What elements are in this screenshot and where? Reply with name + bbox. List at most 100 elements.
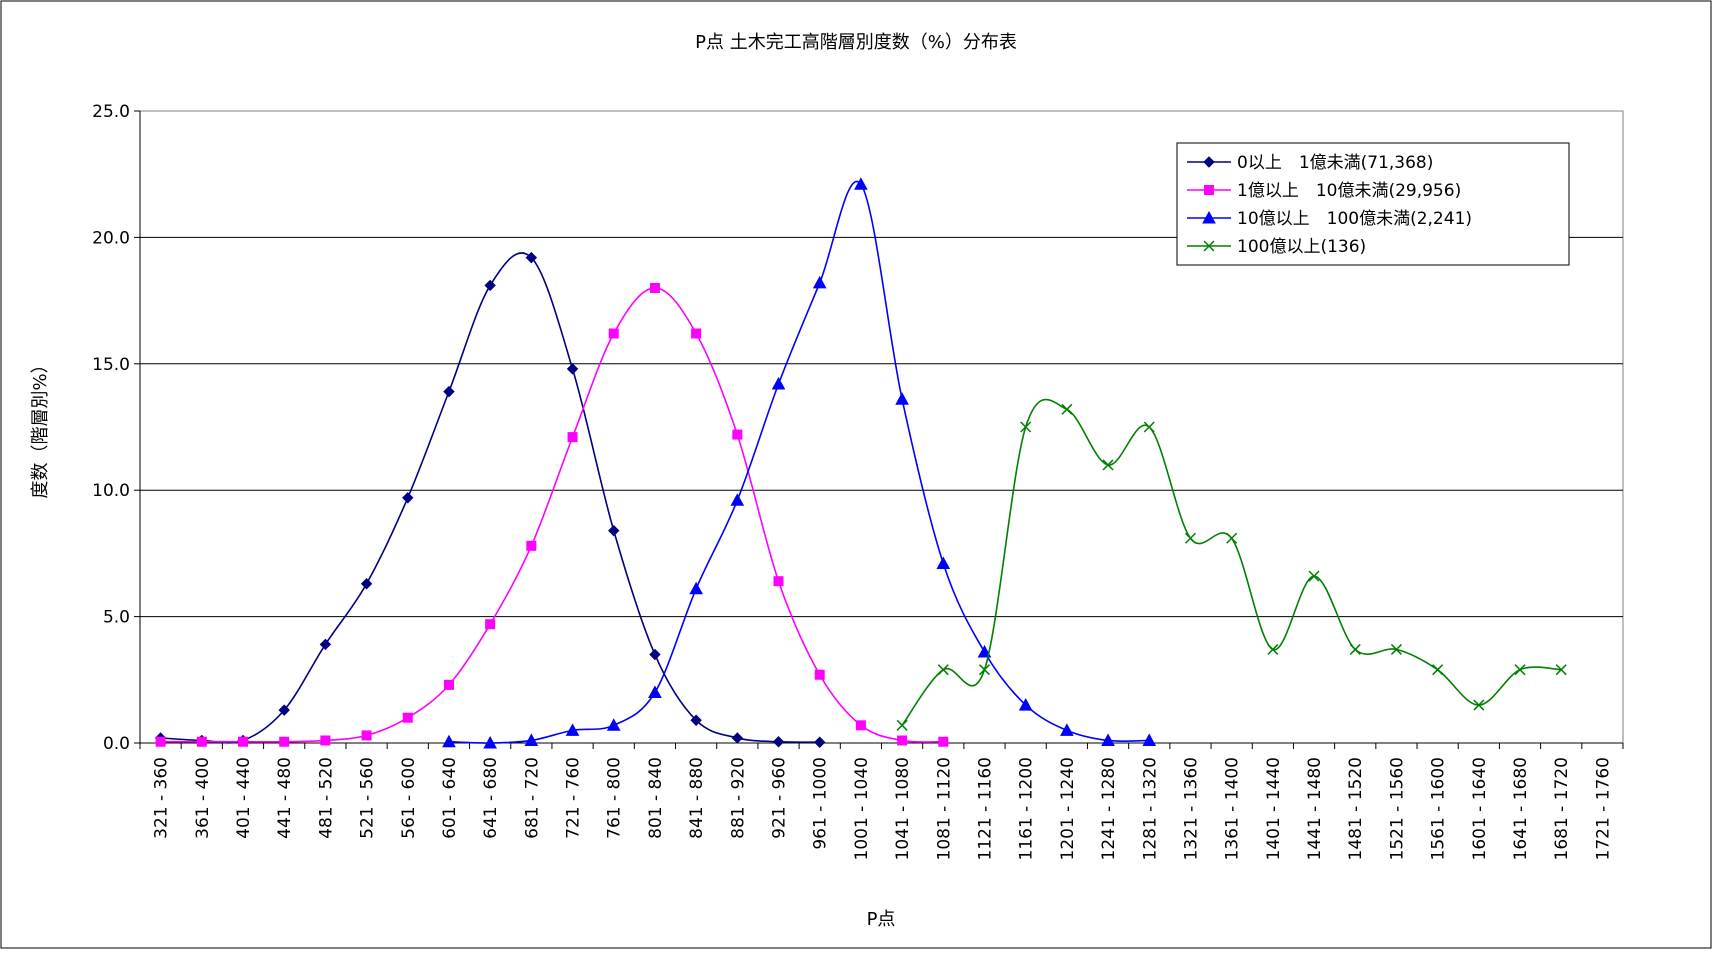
series-4-point <box>1514 664 1526 676</box>
series-lines <box>154 177 1567 749</box>
series-4-point <box>896 719 908 731</box>
x-tick-label: 1681 - 1720 <box>1552 757 1572 860</box>
series-3-point <box>812 275 827 289</box>
series-2-point <box>732 429 743 440</box>
series-2-point <box>196 736 207 747</box>
y-tick-label: 5.0 <box>103 608 130 628</box>
x-tick-label: 1001 - 1040 <box>852 757 872 860</box>
series-4-point <box>1432 664 1444 676</box>
x-tick-label: 401 - 440 <box>234 757 254 839</box>
x-tick-label: 1361 - 1400 <box>1223 757 1243 860</box>
legend-swatch-marker <box>1203 240 1215 252</box>
series-3-point <box>1101 733 1115 746</box>
series-1-point <box>484 279 496 292</box>
series-3-point <box>606 718 621 731</box>
series-3-point <box>524 733 539 746</box>
series-2-point <box>855 720 866 731</box>
x-tick-label: 1641 - 1680 <box>1511 757 1531 860</box>
series-2-point <box>320 735 331 746</box>
y-tick-label: 15.0 <box>92 355 130 375</box>
series-line-4 <box>901 398 1562 726</box>
series-4-point <box>1349 643 1361 655</box>
series-3-point <box>483 735 497 749</box>
x-tick-label: 1081 - 1120 <box>934 757 954 860</box>
series-4-point <box>937 664 949 676</box>
series-1-point <box>690 714 702 726</box>
legend-label-1: 0以上 1億未満(71,368) <box>1237 153 1433 173</box>
series-4-point <box>1308 570 1320 582</box>
series-2-point <box>155 736 166 747</box>
x-tick-label: 601 - 640 <box>440 757 460 839</box>
series-1-point <box>814 736 826 748</box>
series-1-point <box>525 251 538 264</box>
series-4-point <box>1143 421 1155 433</box>
series-1-point <box>649 648 661 661</box>
legend-box <box>1176 142 1570 266</box>
x-tick-label: 1601 - 1640 <box>1470 757 1490 860</box>
series-1-point <box>278 704 290 716</box>
axes: 0.0 5.0 10.0 15.0 20.0 25.0 321 - 360 361 - 400… <box>92 102 1624 860</box>
series-2-point <box>361 730 372 741</box>
legend-label-4: 100億以上(136) <box>1237 237 1366 257</box>
series-1-point <box>402 492 414 504</box>
series-1-point <box>360 578 373 590</box>
y-tick-label: 10.0 <box>92 481 130 501</box>
x-tick-label: 1281 - 1320 <box>1140 757 1160 860</box>
series-2-point <box>897 735 908 746</box>
series-4-point <box>1102 459 1114 471</box>
series-4-point <box>1267 643 1279 655</box>
series-4-point <box>1390 643 1402 655</box>
series-3-point <box>895 392 909 405</box>
x-tick-label: 1721 - 1760 <box>1593 757 1613 860</box>
x-tick-label: 841 - 880 <box>687 757 707 839</box>
series-2-point <box>814 669 825 680</box>
series-4-point <box>1473 699 1485 711</box>
x-tick-label: 1401 - 1440 <box>1264 757 1284 860</box>
x-tick-label: 1201 - 1240 <box>1058 757 1078 860</box>
series-2-point <box>402 712 413 723</box>
chart-title: P点 土木完工高階層別度数（%）分布表 <box>695 32 1017 53</box>
x-tick-label: 1121 - 1160 <box>975 757 995 860</box>
y-tick-label: 25.0 <box>92 102 130 122</box>
series-3-point <box>771 376 786 390</box>
x-tick-label: 1481 - 1520 <box>1346 757 1366 860</box>
series-2-point <box>691 328 702 339</box>
x-tick-label: 481 - 520 <box>316 757 336 839</box>
series-3-point <box>1060 723 1074 736</box>
legend-label-2: 1億以上 10億未満(29,956) <box>1237 181 1461 201</box>
x-tick-label: 921 - 960 <box>770 757 790 839</box>
x-tick-label: 761 - 800 <box>605 757 625 839</box>
x-tick-label: 681 - 720 <box>522 757 542 839</box>
series-2-point <box>279 736 290 747</box>
x-tick-label: 1561 - 1600 <box>1429 757 1449 860</box>
series-2-point <box>773 576 784 587</box>
series-1-point <box>608 524 620 537</box>
x-tick-label: 1161 - 1200 <box>1017 757 1037 860</box>
series-2-point <box>938 736 949 747</box>
x-tick-label: 561 - 600 <box>399 757 419 839</box>
x-tick-label: 1441 - 1480 <box>1305 757 1325 860</box>
series-3-point <box>1018 698 1033 711</box>
series-3-point <box>936 556 951 570</box>
series-2-point <box>443 679 454 690</box>
x-tick-label: 1041 - 1080 <box>893 757 913 860</box>
legend-swatch-marker <box>1204 185 1214 195</box>
x-axis-label: P点 <box>867 909 896 930</box>
series-1-point <box>443 385 455 398</box>
legend-swatch-marker <box>1202 210 1216 224</box>
series-3-point <box>648 685 662 698</box>
series-2-point <box>485 619 496 630</box>
x-tick-label: 1321 - 1360 <box>1181 757 1201 860</box>
series-4-point <box>1184 532 1196 544</box>
y-axis-label: 度数（階層別%） <box>30 355 51 498</box>
x-tick-label: 1241 - 1280 <box>1099 757 1119 860</box>
series-4-point <box>1020 421 1032 433</box>
series-3-point <box>689 581 703 595</box>
series-4-point <box>1226 532 1238 544</box>
x-tick-label: 801 - 840 <box>646 757 666 839</box>
x-tick-label: 641 - 680 <box>481 757 501 839</box>
series-4-point <box>1555 664 1567 676</box>
series-3-point <box>730 493 745 506</box>
